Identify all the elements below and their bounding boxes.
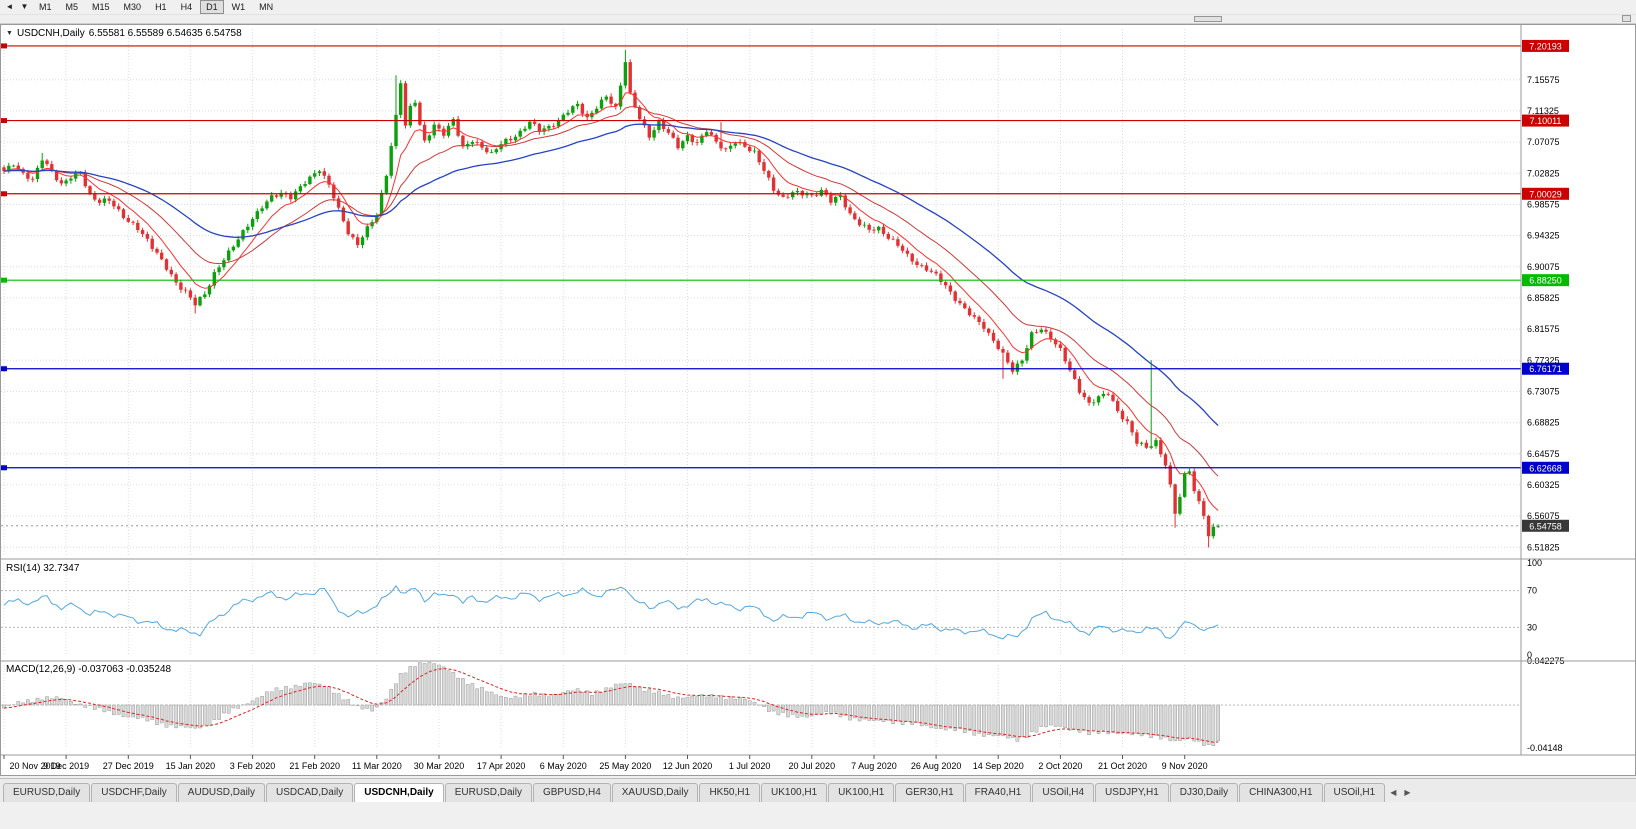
- chart-tab[interactable]: EURUSD,Daily: [444, 783, 532, 802]
- svg-text:7 Aug 2020: 7 Aug 2020: [851, 761, 897, 771]
- chart-tab[interactable]: GBPUSD,H4: [532, 783, 611, 802]
- chart-tab[interactable]: USDCNH,Daily: [354, 783, 444, 802]
- svg-text:6.94325: 6.94325: [1527, 231, 1560, 241]
- macd-label-text: MACD(12,26,9) -0.037063 -0.035248: [6, 664, 172, 675]
- svg-text:6.60325: 6.60325: [1527, 480, 1560, 490]
- svg-text:25 May 2020: 25 May 2020: [599, 761, 651, 771]
- chart-symbol-period: USDCNH,Daily: [16, 28, 85, 39]
- svg-text:26 Aug 2020: 26 Aug 2020: [911, 761, 962, 771]
- svg-text:21 Feb 2020: 21 Feb 2020: [289, 761, 340, 771]
- rsi-label-text: RSI(14) 32.7347: [6, 563, 80, 574]
- chart-tab[interactable]: GER30,H1: [895, 783, 964, 802]
- svg-text:17 Apr 2020: 17 Apr 2020: [477, 761, 526, 771]
- chart-window: 7.15575 7.11325 7.07075 7.02825 6.98575 6.943…: [0, 24, 1636, 776]
- chart-tab[interactable]: EURUSD,Daily: [3, 783, 91, 802]
- svg-text:20 Nov 2019: 20 Nov 2019: [9, 761, 60, 771]
- scrollbar-end-button[interactable]: [1622, 15, 1631, 22]
- svg-text:7.11325: 7.11325: [1527, 106, 1559, 116]
- chart-tabs: EURUSD,Daily USDCHF,Daily AUDUSD,Daily USDC…: [3, 783, 1386, 802]
- price-axis[interactable]: [1521, 25, 1635, 755]
- timeframe-button-m30[interactable]: M30: [123, 2, 142, 12]
- macd-indicator-label: MACD(12,26,9) -0.037063 -0.035248: [6, 664, 171, 675]
- chart-tab[interactable]: USDCAD,Daily: [266, 783, 354, 802]
- timeframe-button-d1[interactable]: D1: [200, 0, 224, 14]
- chart-tab[interactable]: FRA40,H1: [964, 783, 1032, 802]
- chart-tab[interactable]: XAUUSD,Daily: [611, 783, 699, 802]
- svg-text:9 Nov 2020: 9 Nov 2020: [1162, 761, 1208, 771]
- svg-text:70: 70: [1527, 586, 1537, 596]
- chart-tab[interactable]: DJ30,Daily: [1169, 783, 1239, 802]
- svg-text:14 Sep 2020: 14 Sep 2020: [973, 761, 1024, 771]
- arrow-left-icon[interactable]: ◄: [5, 2, 14, 11]
- chart-horizontal-scrollbar: [0, 15, 1636, 24]
- svg-text:30: 30: [1527, 622, 1537, 632]
- chart-tab[interactable]: UK100,H1: [828, 783, 895, 802]
- svg-text:15 Jan 2020: 15 Jan 2020: [166, 761, 216, 771]
- svg-text:3 Feb 2020: 3 Feb 2020: [230, 761, 276, 771]
- svg-text:30 Mar 2020: 30 Mar 2020: [414, 761, 465, 771]
- svg-text:20 Jul 2020: 20 Jul 2020: [789, 761, 836, 771]
- svg-text:100: 100: [1527, 558, 1542, 568]
- svg-text:0: 0: [1527, 650, 1532, 660]
- chart-tab[interactable]: CHINA300,H1: [1239, 783, 1323, 802]
- chart-title: ▼ USDCNH,Daily 6.55581 6.55589 6.54635 6…: [6, 28, 242, 39]
- svg-text:6.54758: 6.54758: [1529, 521, 1562, 531]
- svg-text:6.62668: 6.62668: [1529, 463, 1562, 473]
- chart-tab[interactable]: USOil,H1: [1323, 783, 1386, 802]
- svg-text:7.02825: 7.02825: [1527, 168, 1560, 178]
- svg-text:2 Oct 2020: 2 Oct 2020: [1038, 761, 1082, 771]
- chart-tab[interactable]: HK50,H1: [699, 783, 761, 802]
- chart-tab-bar: EURUSD,Daily USDCHF,Daily AUDUSD,Daily USDC…: [0, 778, 1636, 802]
- svg-text:6 May 2020: 6 May 2020: [540, 761, 587, 771]
- svg-text:12 Jun 2020: 12 Jun 2020: [663, 761, 713, 771]
- timeframe-button-m1[interactable]: M1: [39, 2, 52, 12]
- svg-text:7.00029: 7.00029: [1529, 189, 1562, 199]
- svg-text:6.98575: 6.98575: [1527, 199, 1560, 209]
- chart-tab[interactable]: UK100,H1: [761, 783, 828, 802]
- svg-text:6.68825: 6.68825: [1527, 418, 1560, 428]
- svg-text:7.20193: 7.20193: [1529, 41, 1562, 51]
- svg-text:6.51825: 6.51825: [1527, 542, 1560, 552]
- timeframe-toolbar: ◄ ▼ M1 M5 M15 M30 H1 H4 D1 W1 MN: [0, 0, 1636, 15]
- chart-canvas[interactable]: 7.15575 7.11325 7.07075 7.02825 6.98575 6.943…: [1, 25, 1635, 775]
- chart-tab[interactable]: USDJPY,H1: [1095, 783, 1169, 802]
- svg-text:1 Jul 2020: 1 Jul 2020: [729, 761, 771, 771]
- timeframe-button-mn[interactable]: MN: [259, 2, 274, 12]
- svg-text:21 Oct 2020: 21 Oct 2020: [1098, 761, 1147, 771]
- svg-text:6.56075: 6.56075: [1527, 511, 1560, 521]
- arrow-down-icon[interactable]: ▼: [20, 2, 29, 11]
- timeframe-button-m5[interactable]: M5: [65, 2, 79, 12]
- svg-text:6.88250: 6.88250: [1529, 276, 1562, 286]
- chart-ohlc-values: 6.55581 6.55589 6.54635 6.54758: [88, 28, 242, 39]
- svg-text:6.77325: 6.77325: [1527, 355, 1560, 365]
- collapse-chart-icon[interactable]: ▼: [6, 30, 13, 37]
- scrollbar-thumb[interactable]: [1194, 16, 1222, 22]
- svg-text:-0.04148: -0.04148: [1527, 743, 1563, 753]
- chart-tab[interactable]: USDCHF,Daily: [91, 783, 177, 802]
- svg-text:6.85825: 6.85825: [1527, 293, 1560, 303]
- timeframe-button-h4[interactable]: H4: [180, 2, 193, 12]
- svg-text:6.81575: 6.81575: [1527, 324, 1560, 334]
- tab-scroll-right-icon[interactable]: ▶: [1404, 788, 1411, 797]
- time-axis[interactable]: [1, 755, 1521, 775]
- timeframe-button-m15[interactable]: M15: [92, 2, 110, 12]
- timeframe-button-h1[interactable]: H1: [155, 2, 167, 12]
- svg-text:9 Dec 2019: 9 Dec 2019: [43, 761, 89, 771]
- timeframe-button-w1[interactable]: W1: [231, 2, 246, 12]
- svg-text:6.73075: 6.73075: [1527, 386, 1560, 396]
- svg-text:11 Mar 2020: 11 Mar 2020: [352, 761, 402, 771]
- svg-text:6.90075: 6.90075: [1527, 262, 1560, 272]
- svg-text:7.07075: 7.07075: [1527, 137, 1560, 147]
- rsi-indicator-label: RSI(14) 32.7347: [6, 563, 79, 574]
- tab-scroll-left-icon[interactable]: ◀: [1390, 788, 1397, 797]
- timeframe-buttons: M1 M5 M15 M30 H1 H4 D1 W1 MN: [33, 0, 279, 14]
- svg-text:6.76171: 6.76171: [1529, 364, 1562, 374]
- svg-text:7.15575: 7.15575: [1527, 75, 1560, 85]
- chart-tab[interactable]: USOil,H4: [1032, 783, 1095, 802]
- svg-text:6.64575: 6.64575: [1527, 449, 1560, 459]
- svg-text:27 Dec 2019: 27 Dec 2019: [103, 761, 154, 771]
- chart-tab[interactable]: AUDUSD,Daily: [177, 783, 266, 802]
- svg-text:7.10011: 7.10011: [1530, 116, 1562, 126]
